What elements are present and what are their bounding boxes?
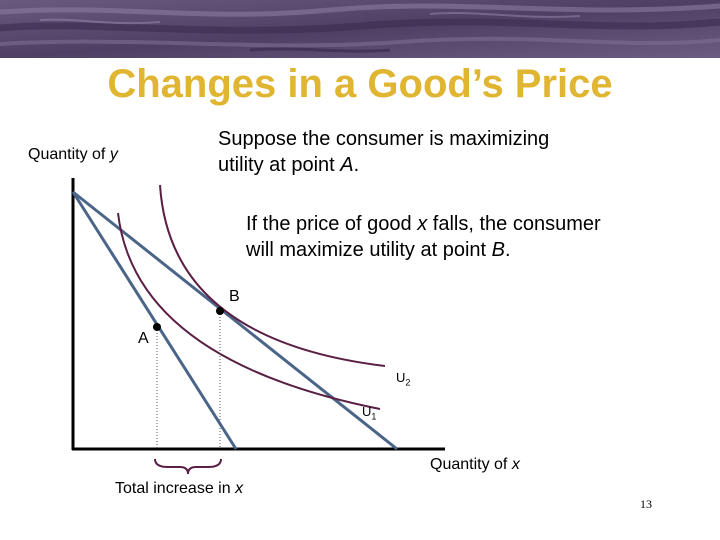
point-a-label: A: [138, 330, 149, 347]
total-increase-label: Total increase in x: [115, 480, 244, 497]
note-maximizing-at-a: Suppose the consumer is maximizing utili…: [218, 128, 550, 176]
point-b: [216, 307, 224, 315]
y-axis-label: Quantity of y: [28, 146, 118, 163]
header-banner: [0, 0, 720, 58]
x-axis-label: Quantity of x: [430, 456, 520, 473]
budget-line-new: [72, 190, 398, 451]
budget-line-original: [71, 191, 238, 450]
increase-brace: [154, 458, 222, 475]
slide-title: Changes in a Good’s Price: [107, 62, 613, 106]
indifference-curve-u1: [117, 212, 381, 410]
curve-u2-label: U2: [396, 370, 411, 388]
page-number: 13: [640, 497, 652, 511]
note-price-falls: If the price of good x falls, the consum…: [246, 213, 601, 261]
point-b-label: B: [229, 288, 240, 305]
curve-u1-label: U1: [362, 404, 377, 422]
point-a: [153, 323, 161, 331]
